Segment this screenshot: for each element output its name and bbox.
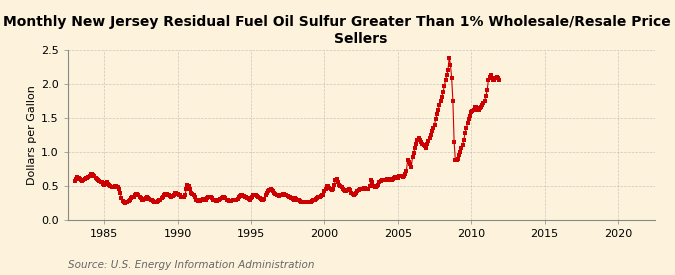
Y-axis label: Dollars per Gallon: Dollars per Gallon bbox=[26, 85, 36, 185]
Text: Source: U.S. Energy Information Administration: Source: U.S. Energy Information Administ… bbox=[68, 260, 314, 270]
Title: Monthly New Jersey Residual Fuel Oil Sulfur Greater Than 1% Wholesale/Resale Pri: Monthly New Jersey Residual Fuel Oil Sul… bbox=[3, 15, 675, 46]
